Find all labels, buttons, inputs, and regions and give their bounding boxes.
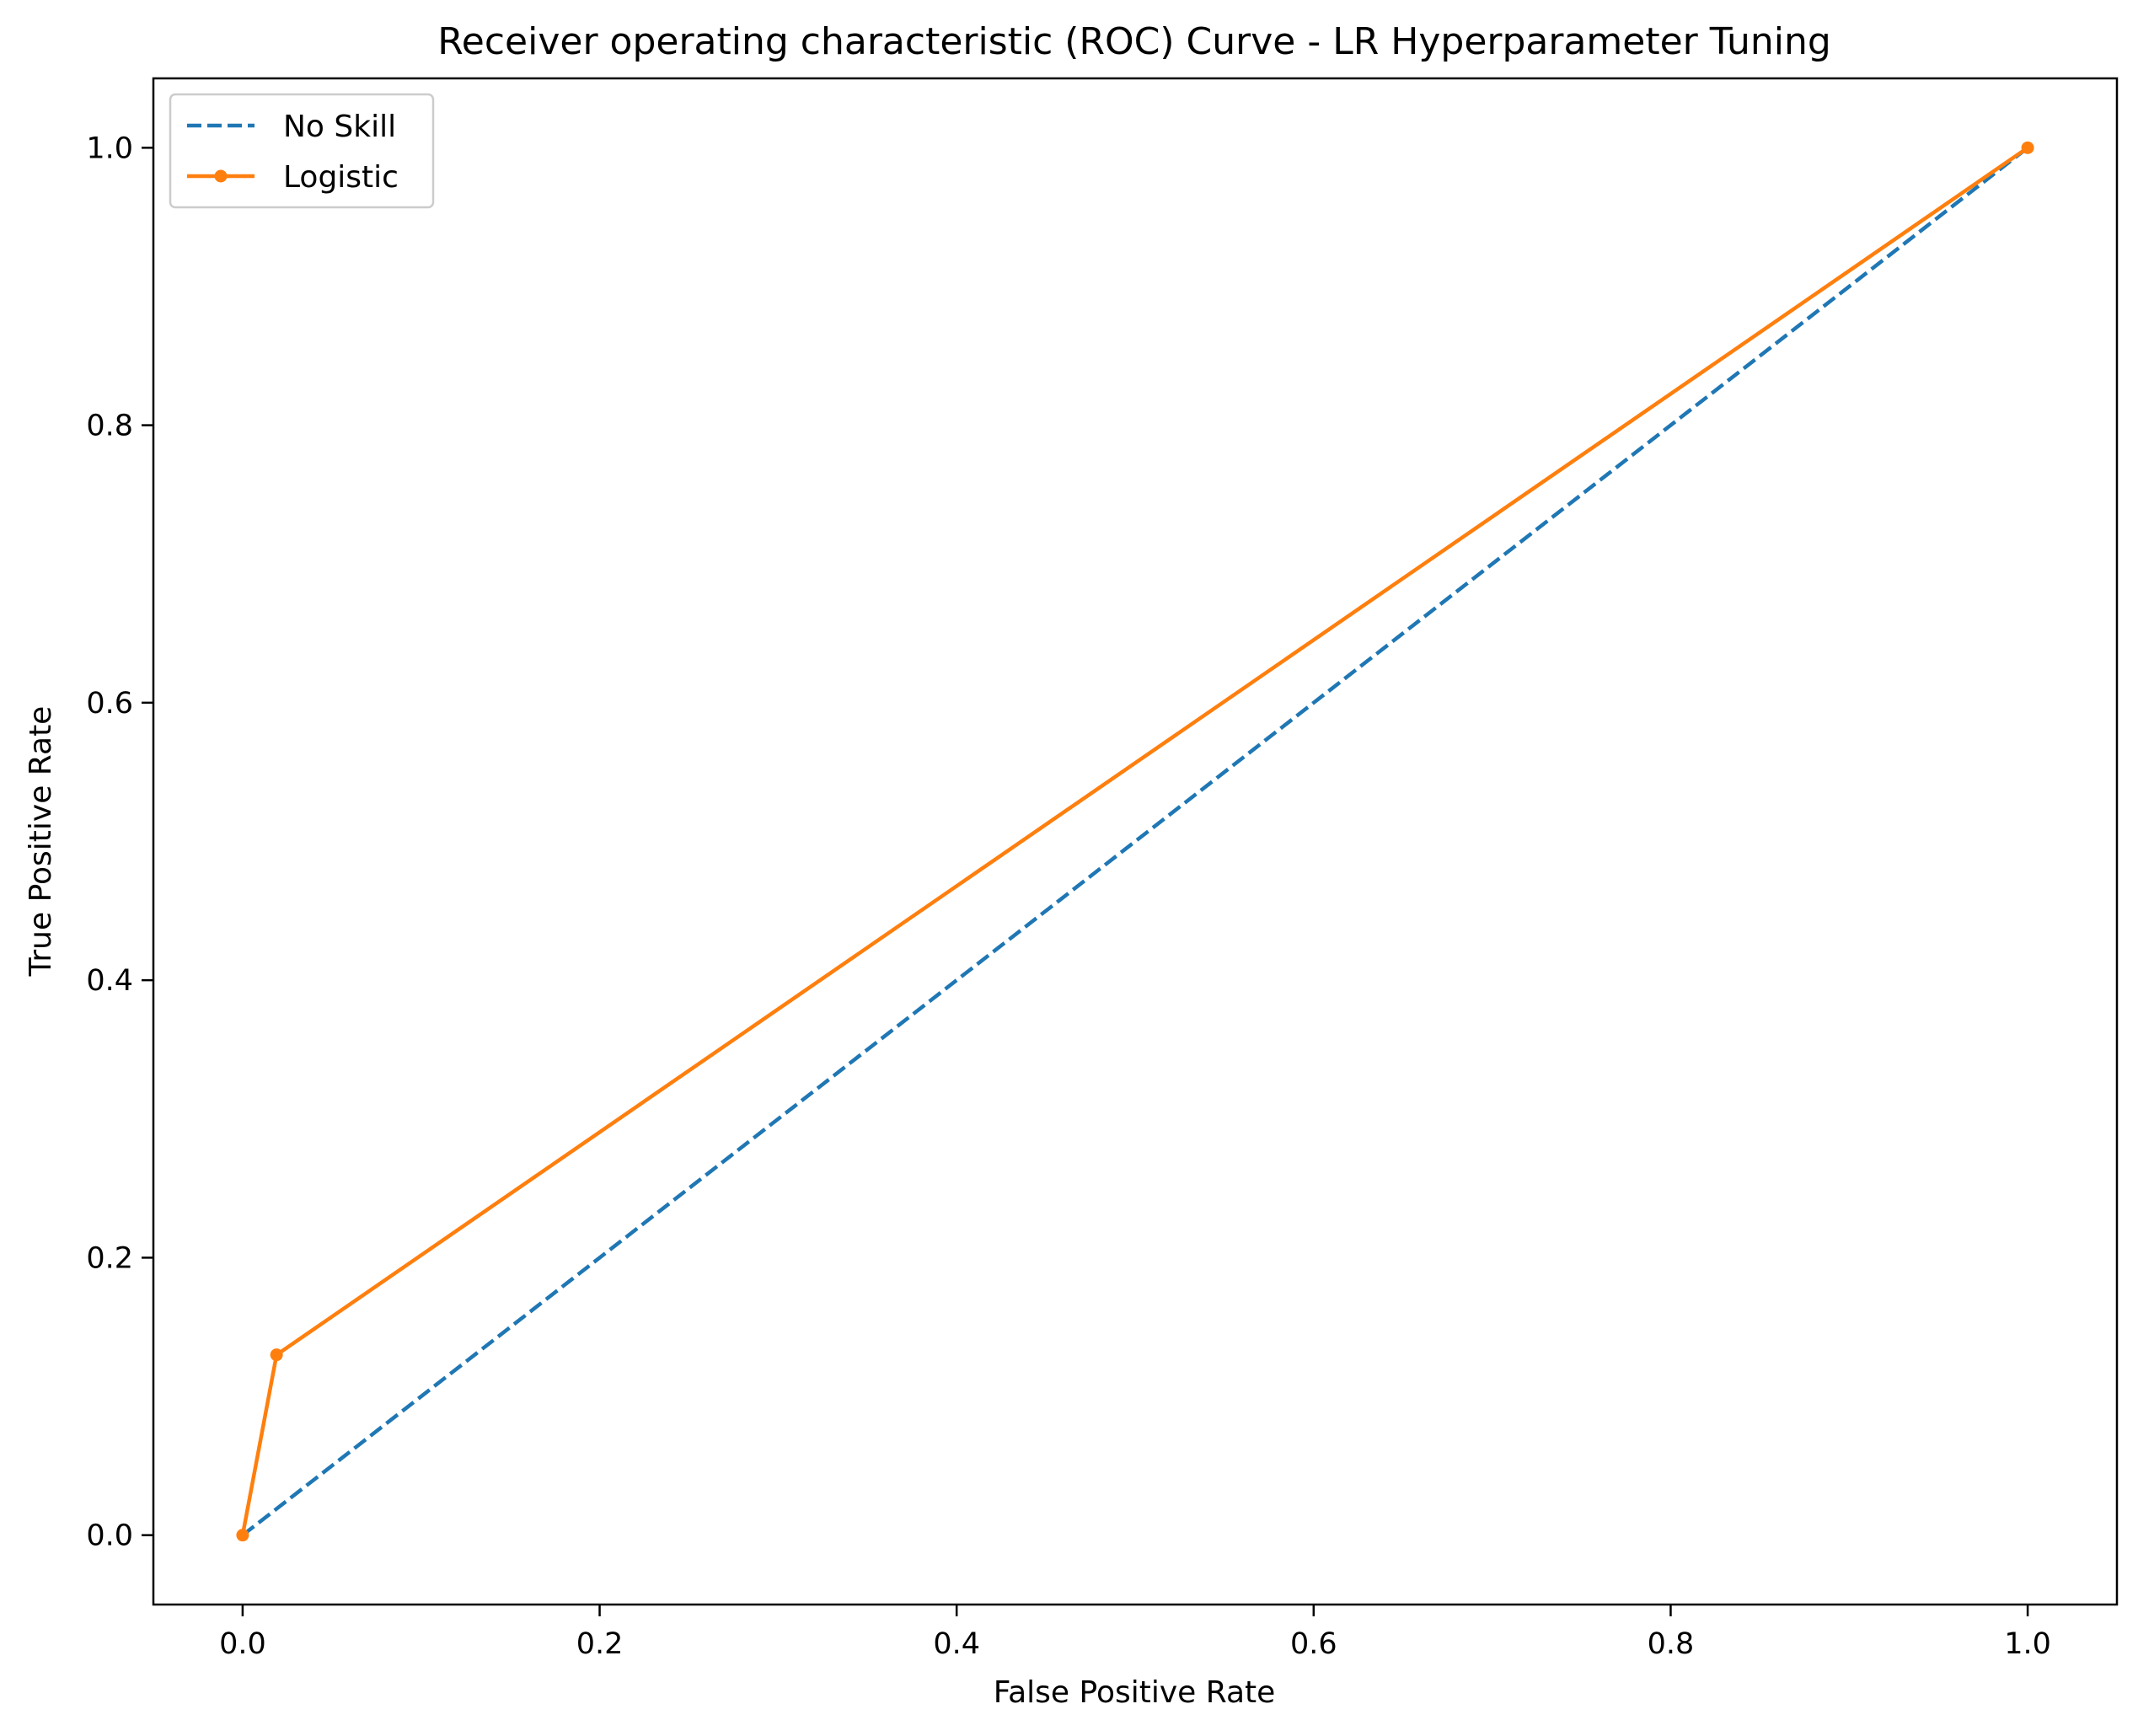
x-tick-label: 0.0 [219, 1627, 266, 1661]
x-tick-label: 0.4 [933, 1627, 980, 1661]
plot-area [152, 77, 2119, 1606]
y-tick-label: 0.2 [86, 1241, 133, 1275]
legend-label-logistic: Logistic [283, 160, 399, 195]
x-axis-ticks: 0.0 0.2 0.4 0.6 0.8 1.0 [219, 1605, 2051, 1661]
legend-label-no-skill: No Skill [283, 110, 396, 144]
x-tick-label: 0.8 [1648, 1627, 1695, 1661]
y-axis-ticks: 0.0 0.2 0.4 0.6 0.8 1.0 [86, 131, 153, 1553]
legend: No Skill Logistic [169, 93, 435, 209]
series-layer [236, 141, 2034, 1542]
data-point-logistic [2021, 141, 2034, 154]
data-point-logistic [270, 1348, 283, 1362]
y-axis-label: True Positive Rate [24, 706, 58, 978]
x-tick-label: 0.6 [1290, 1627, 1337, 1661]
chart-title: Receiver operating characteristic (ROC) … [437, 20, 1831, 63]
x-axis-label: False Positive Rate [994, 1675, 1276, 1710]
legend-frame [169, 93, 435, 209]
series-line-no-skill [241, 146, 2029, 1537]
x-tick-label: 1.0 [2004, 1627, 2051, 1661]
y-tick-label: 0.4 [86, 964, 133, 998]
data-point-logistic [236, 1529, 249, 1542]
y-tick-label: 1.0 [86, 131, 133, 165]
y-tick-label: 0.8 [86, 410, 133, 443]
x-tick-label: 0.2 [576, 1627, 624, 1661]
y-tick-label: 0.0 [86, 1519, 133, 1553]
legend-marker-logistic [214, 169, 228, 183]
plot-frame [152, 77, 2119, 1606]
y-tick-label: 0.6 [86, 687, 133, 721]
